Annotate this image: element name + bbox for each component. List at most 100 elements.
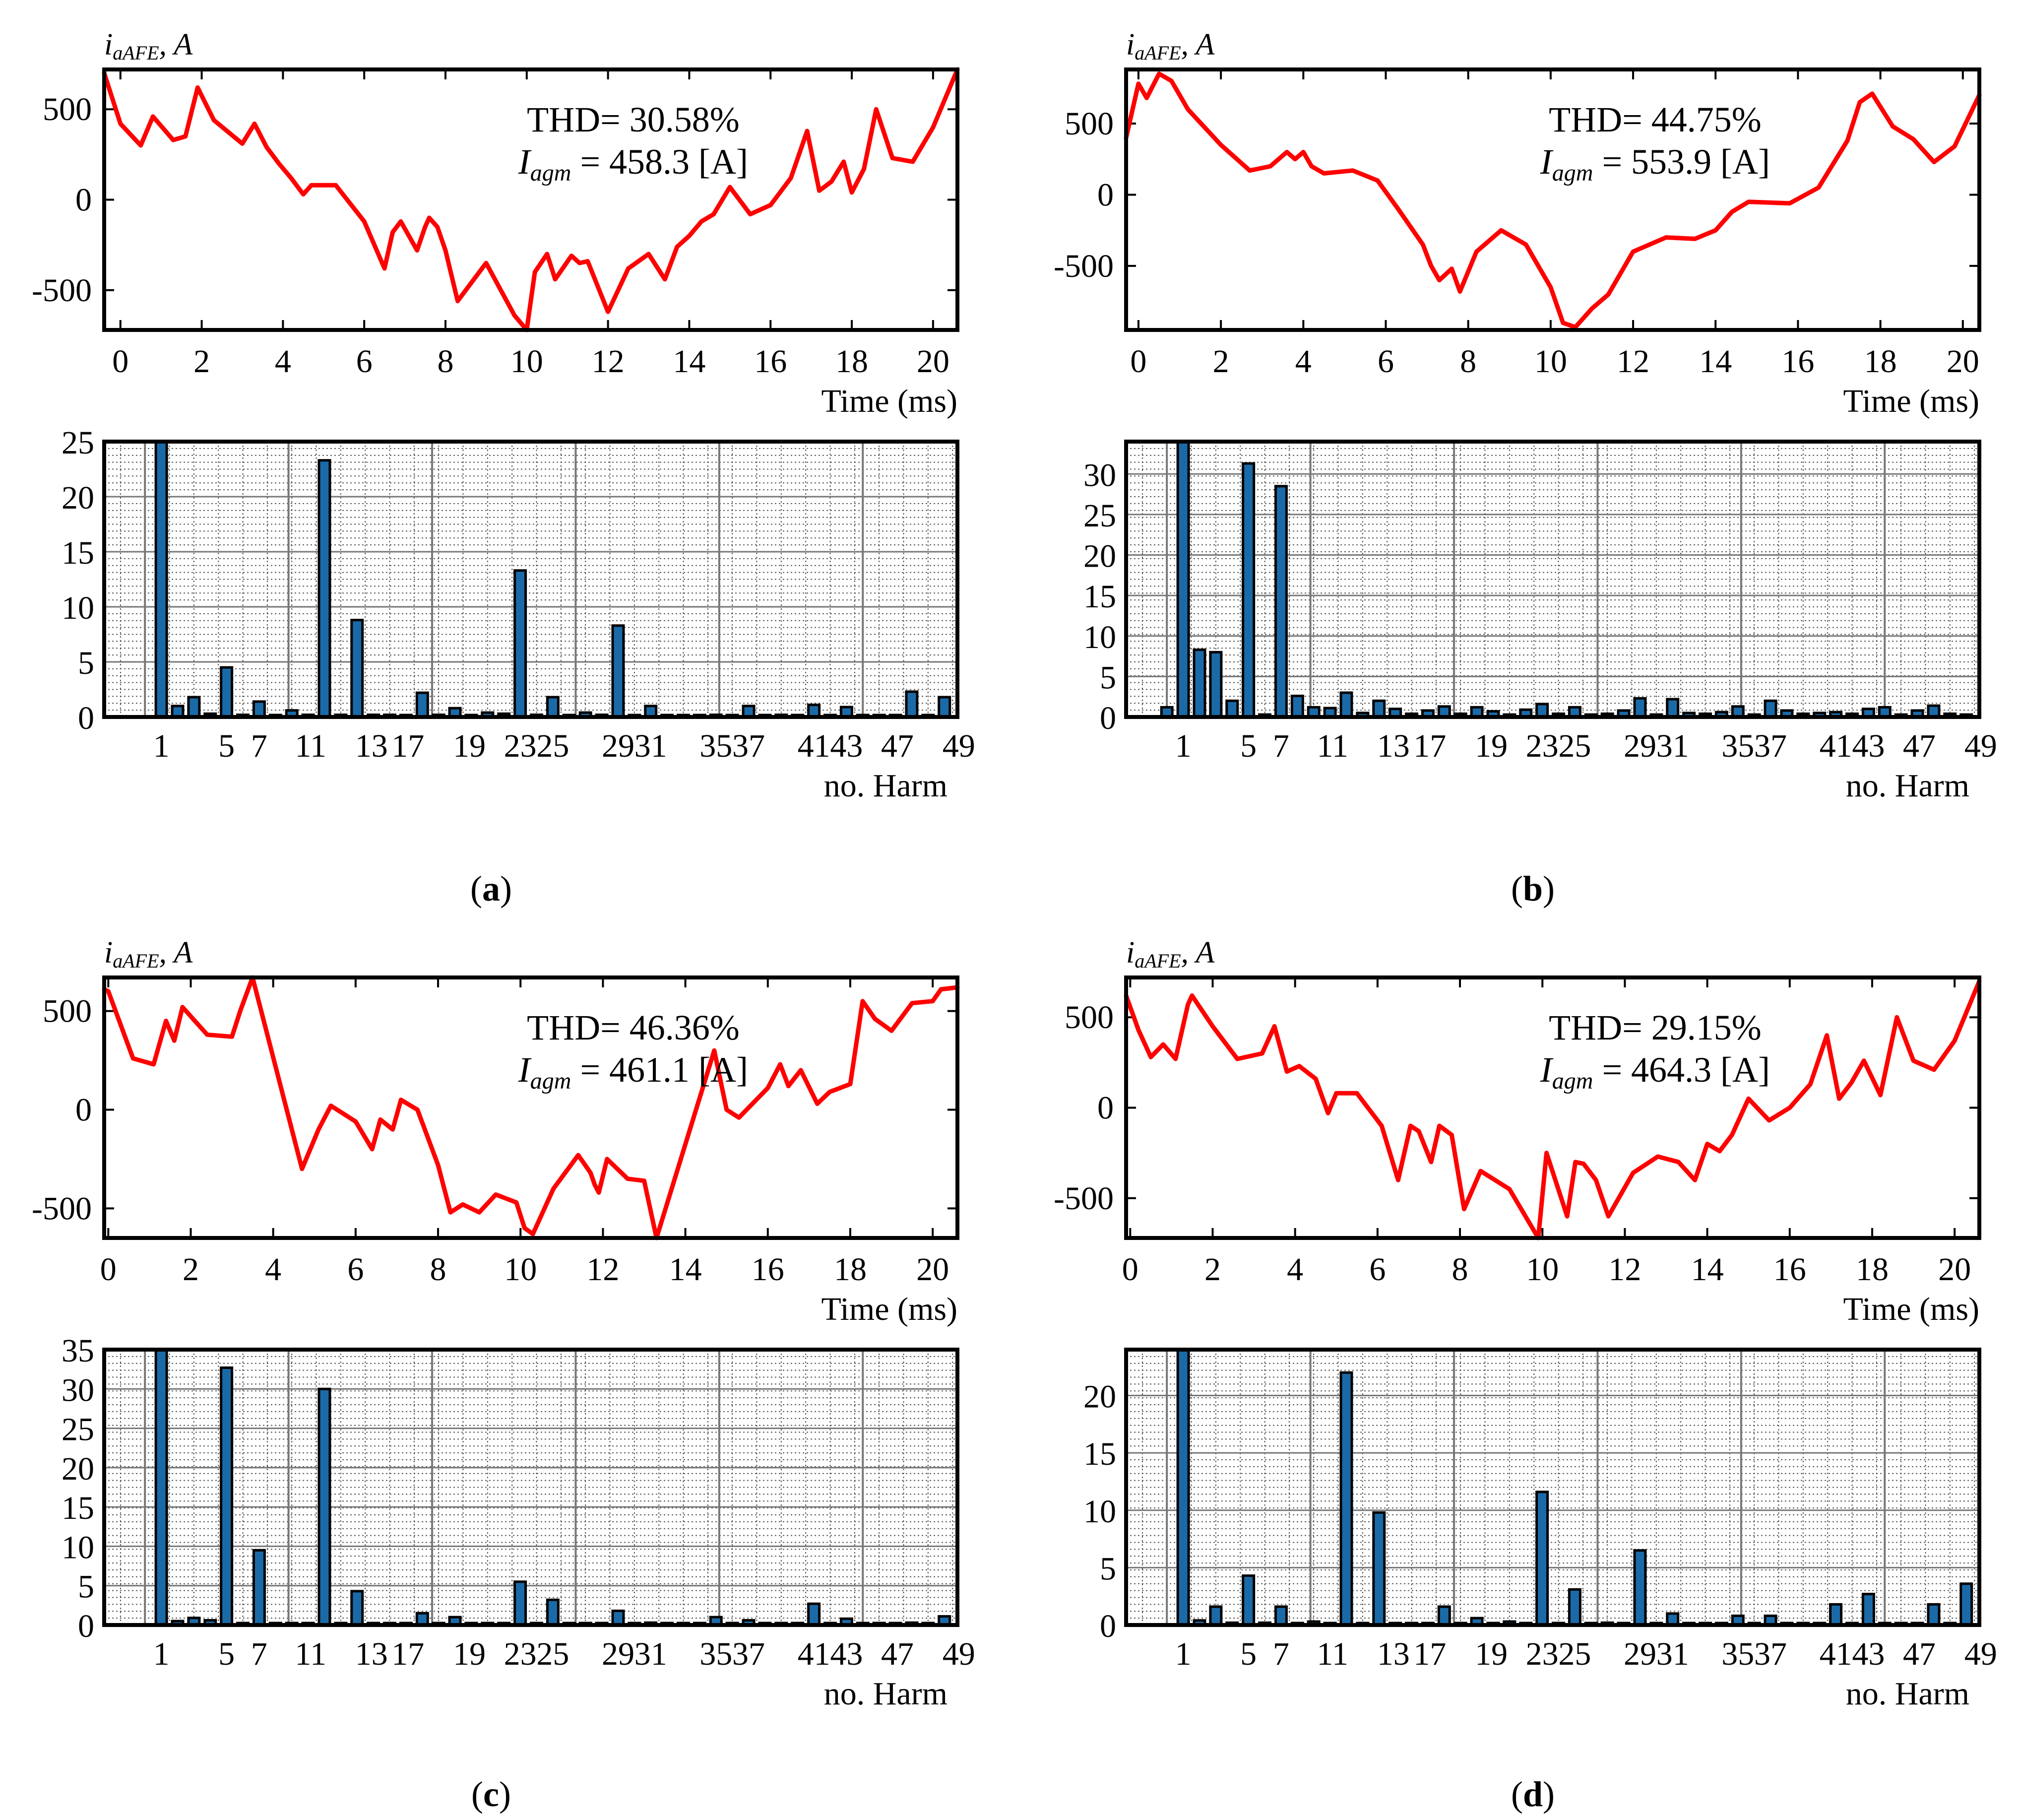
xtick-label-harm-d: 19 <box>1475 1636 1508 1672</box>
ytick-label-harm-a: 5 <box>78 645 94 681</box>
xlabel-harm-c: no. Harm <box>824 1676 948 1712</box>
xtick-label-a: 16 <box>754 343 787 380</box>
harmonic-bar-d-h7 <box>1274 1605 1288 1626</box>
harmonic-bar-b-h31 <box>1666 698 1680 718</box>
harmonic-bar-d-h43 <box>1861 1593 1875 1626</box>
harmonic-bar-a-h7 <box>252 700 266 718</box>
xlabel-harm-d: no. Harm <box>1846 1676 1969 1712</box>
xtick-label-harm-a: 41 <box>798 728 830 764</box>
panel-b: iaAFE, A 500 0 -500 0 2 4 6 8 10 12 14 16 18 20 Time (m… <box>1022 0 2004 824</box>
xtick-label-harm-c: 43 <box>830 1636 863 1672</box>
xtick-label-c: 20 <box>916 1251 949 1288</box>
xtick-label-harm-b: 13 <box>1377 728 1410 764</box>
xtick-label-harm-d: 17 <box>1413 1636 1446 1672</box>
ylabel-b: iaAFE, A <box>1126 28 1215 64</box>
iagm-label-d: Iagm = 464.3 [A] <box>1540 1050 1770 1094</box>
harmonic-bar-c-h1 <box>154 1348 168 1626</box>
xtick-label-harm-d: 5 <box>1240 1636 1257 1672</box>
xtick-label-harm-a: 35 <box>699 728 732 764</box>
ytick-label-c: 500 <box>43 993 92 1030</box>
xtick-label-harm-a: 19 <box>453 728 486 764</box>
xtick-label-harm-b: 43 <box>1852 728 1885 764</box>
xtick-label-harm-d: 7 <box>1273 1636 1289 1672</box>
ylabel-a: iaAFE, A <box>104 28 193 64</box>
ytick-label-harm-d: 15 <box>1083 1436 1116 1472</box>
xtick-label-harm-c: 1 <box>153 1636 170 1672</box>
xtick-label-c: 14 <box>669 1251 702 1288</box>
xtick-label-harm-a: 43 <box>830 728 863 764</box>
ytick-label-d: 500 <box>1065 999 1114 1036</box>
harmonic-bar-a-h17 <box>415 691 429 718</box>
harmonic-bar-c-h25 <box>546 1598 560 1626</box>
harmonic-bar-b-h4 <box>1225 699 1239 718</box>
xtick-label-harm-a: 29 <box>602 728 634 764</box>
plot-frame-d <box>1124 975 1981 1240</box>
xtick-label-harm-a: 47 <box>881 728 914 764</box>
thd-label-b: THD= 44.75% <box>1549 100 1762 139</box>
xtick-label-c: 8 <box>430 1251 446 1288</box>
plot-frame-harm-d <box>1124 1348 1981 1627</box>
harmonic-bar-b-h1 <box>1176 440 1190 718</box>
xtick-label-a: 10 <box>510 343 543 380</box>
xtick-label-c: 0 <box>100 1251 117 1288</box>
ytick-label-harm-a: 10 <box>62 590 94 626</box>
plot-frame-a <box>102 67 959 332</box>
xtick-label-harm-c: 31 <box>634 1636 667 1672</box>
xtick-label-harm-c: 37 <box>732 1636 765 1672</box>
xtick-label-harm-d: 43 <box>1852 1636 1885 1672</box>
harmonic-bar-a-h47 <box>905 690 919 718</box>
harmonic-bar-d-h49 <box>1959 1582 1973 1626</box>
xtick-label-harm-b: 37 <box>1754 728 1787 764</box>
ytick-label-harm-c: 5 <box>78 1569 94 1605</box>
xlabel-d: Time (ms) <box>1843 1291 1979 1327</box>
harmonic-bar-a-h11 <box>317 459 331 718</box>
xtick-label-b: 6 <box>1378 343 1394 380</box>
harmonic-bar-b-h37 <box>1764 699 1777 718</box>
xtick-label-harm-a: 17 <box>391 728 424 764</box>
xlabel-c: Time (ms) <box>821 1291 957 1327</box>
waveform-line-b <box>1124 71 1982 329</box>
ytick-label-harm-c: 35 <box>62 1333 94 1369</box>
xtick-label-d: 6 <box>1369 1251 1386 1288</box>
ylabel-c: iaAFE, A <box>104 936 193 972</box>
harmonic-bar-a-h5 <box>220 666 234 718</box>
xtick-label-b: 4 <box>1295 343 1312 380</box>
xtick-label-harm-d: 25 <box>1558 1636 1591 1672</box>
xtick-label-b: 10 <box>1534 343 1567 380</box>
xtick-label-harm-a: 31 <box>634 728 667 764</box>
xtick-label-harm-a: 25 <box>536 728 569 764</box>
xtick-label-harm-c: 5 <box>218 1636 235 1672</box>
xtick-label-harm-d: 41 <box>1820 1636 1852 1672</box>
ytick-label-harm-b: 20 <box>1083 538 1116 575</box>
caption-d: (d) <box>1511 1774 1555 1814</box>
xtick-label-b: 8 <box>1460 343 1476 380</box>
xtick-label-harm-c: 25 <box>536 1636 569 1672</box>
ytick-label-d: -500 <box>1054 1180 1114 1217</box>
ytick-label-harm-b: 25 <box>1083 498 1116 534</box>
xlabel-b: Time (ms) <box>1843 383 1979 419</box>
harmonic-bar-c-h11 <box>317 1387 331 1626</box>
xtick-label-a: 8 <box>438 343 454 380</box>
panel-a: iaAFE, A 500 0 -500 0 2 4 6 8 10 12 14 16 18 20 Time (m… <box>0 0 982 824</box>
harmonic-bar-d-h13 <box>1372 1511 1386 1626</box>
harmonic-bar-b-h2 <box>1193 649 1206 718</box>
xtick-label-c: 18 <box>834 1251 867 1288</box>
xtick-label-harm-d: 1 <box>1175 1636 1192 1672</box>
xtick-label-c: 12 <box>586 1251 619 1288</box>
xtick-label-harm-b: 17 <box>1413 728 1446 764</box>
xtick-label-b: 2 <box>1213 343 1229 380</box>
harmonic-bar-d-h25 <box>1568 1588 1581 1626</box>
harmonic-bar-d-h23 <box>1535 1491 1549 1626</box>
xtick-label-harm-d: 37 <box>1754 1636 1787 1672</box>
ytick-label-harm-d: 5 <box>1100 1551 1116 1587</box>
xtick-label-harm-a: 5 <box>218 728 235 764</box>
harmonic-bar-d-h11 <box>1339 1371 1353 1626</box>
xtick-label-harm-a: 7 <box>251 728 267 764</box>
xtick-label-c: 10 <box>504 1251 537 1288</box>
harmonic-bar-b-h5 <box>1242 462 1256 718</box>
xtick-label-d: 0 <box>1122 1251 1138 1288</box>
harmonic-bar-d-h41 <box>1829 1603 1843 1626</box>
xlabel-a: Time (ms) <box>821 383 957 419</box>
xtick-label-harm-d: 23 <box>1526 1636 1559 1672</box>
